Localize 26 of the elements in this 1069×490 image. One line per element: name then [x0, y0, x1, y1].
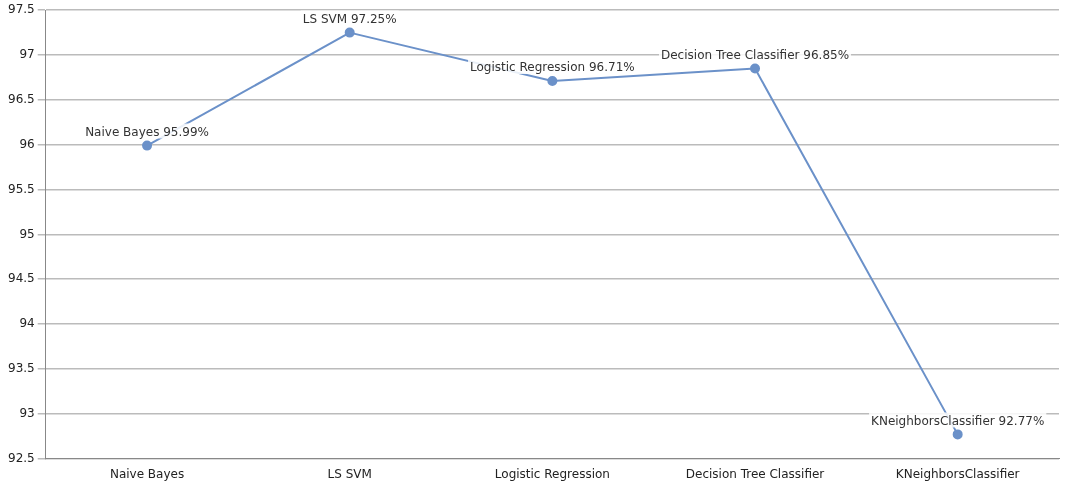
y-tick-label: 94.5: [8, 271, 35, 286]
x-tick-label: LS SVM: [327, 466, 372, 481]
point: [952, 429, 963, 440]
point: [344, 27, 355, 38]
point: [547, 76, 558, 87]
y-tick-label: 93: [19, 405, 35, 420]
x-tick-label: Naive Bayes: [109, 466, 185, 481]
point: [750, 63, 761, 74]
y-tick-label: 96.5: [8, 92, 35, 106]
point: [142, 140, 153, 151]
data-label: KNeighborsClassifier 92.77%: [871, 413, 1045, 428]
y-tick-label: 95: [19, 226, 35, 241]
y-tick-label: 96: [19, 136, 35, 151]
y-tick-label: 97.5: [8, 2, 35, 17]
data-label: LS SVM 97.25%: [302, 11, 397, 26]
data-label: Naive Bayes 95.99%: [85, 124, 209, 139]
y-tick-label: 95.5: [8, 181, 35, 196]
x-tick-label: Logistic Regression: [494, 466, 610, 481]
x-tick-label: KNeighborsClassifier: [895, 466, 1020, 481]
y-tick-label: 97: [19, 47, 35, 62]
data-label: Decision Tree Classifier 96.85%: [660, 47, 850, 62]
y-tick-label: 92.5: [8, 450, 35, 465]
data-label: Logistic Regression 96.71%: [470, 60, 635, 75]
y-tick-label: 93.5: [8, 361, 35, 376]
x-tick-label: Decision Tree Classifier: [685, 466, 825, 481]
y-tick-label: 94: [19, 316, 35, 331]
